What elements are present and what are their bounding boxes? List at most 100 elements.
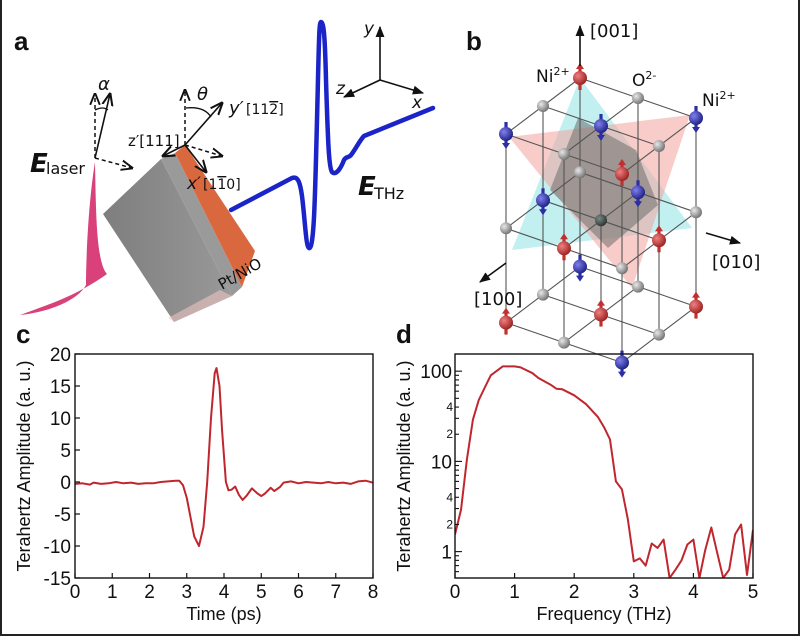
chart-d: 0 1 2 3 4 5 1 10 100 2 4 2 4 Frequency (THz) Terahertz… bbox=[394, 353, 759, 624]
y-minor-tick-label: 4 bbox=[446, 400, 453, 414]
spin-down-arrowhead bbox=[502, 143, 510, 149]
ni-atom-spin-down bbox=[499, 127, 513, 141]
dir-100-label: [100] bbox=[474, 289, 522, 310]
ni-atom-spin-up bbox=[557, 241, 571, 256]
pt-nio-layer bbox=[175, 145, 255, 287]
x-tick-label: 6 bbox=[293, 582, 304, 603]
y-tick-label: 0 bbox=[60, 473, 71, 494]
x-prime-arrow bbox=[184, 144, 206, 172]
dir-010-arrow bbox=[705, 232, 742, 245]
x-tick-label: 0 bbox=[450, 582, 461, 603]
ni-atom-spin-up bbox=[499, 315, 513, 330]
lab-y-label: y bbox=[363, 19, 375, 39]
x-tick-label: 3 bbox=[181, 582, 192, 603]
y-minor-tick-label: 2 bbox=[446, 427, 453, 441]
lattice-lines bbox=[505, 77, 697, 364]
x-prime-label: x′ bbox=[186, 174, 201, 194]
oxygen-atom bbox=[632, 92, 644, 104]
panel-d-letter: d bbox=[396, 319, 412, 349]
spin-down-arrowhead bbox=[618, 371, 626, 378]
lattice-atoms bbox=[499, 63, 703, 378]
spin-up-arrowhead bbox=[597, 299, 605, 306]
y-minor-tick-label: 4 bbox=[446, 490, 453, 504]
ni-atom-spin-down bbox=[615, 355, 629, 370]
spin-down-arrowhead bbox=[576, 275, 584, 282]
laser-polarization-arrow bbox=[94, 94, 110, 159]
y-prime-label: y′ bbox=[228, 98, 244, 119]
panel-b-letter: b bbox=[466, 26, 482, 56]
panel-b: b [001] [010] [100] Ni2+ O2- Ni2+ bbox=[466, 21, 760, 378]
spin-up-arrowhead bbox=[502, 307, 510, 314]
y-tick-label: 20 bbox=[50, 345, 71, 366]
e-thz-label: E bbox=[358, 172, 376, 202]
y-tick-label: -5 bbox=[54, 505, 71, 526]
theta-angle-arc bbox=[185, 107, 212, 118]
x-tick-label: 8 bbox=[368, 582, 379, 603]
y-tick-label: 100 bbox=[420, 362, 452, 383]
x-tick-label: 5 bbox=[748, 582, 759, 603]
y-axis-title: Terahertz Amplitude (a. u.) bbox=[14, 360, 34, 571]
ni-atom-spin-down bbox=[594, 119, 608, 133]
lab-x-label: x bbox=[411, 93, 423, 113]
oxygen-atom bbox=[537, 100, 549, 112]
x-tick-label: 0 bbox=[70, 582, 81, 603]
alpha-label: α bbox=[98, 74, 110, 95]
dir-100-arrow bbox=[479, 262, 507, 283]
oxygen-atom bbox=[653, 140, 665, 152]
ni-atom-spin-up bbox=[689, 299, 703, 314]
alpha-angle-arc bbox=[94, 107, 109, 111]
y-tick-label: 1 bbox=[441, 543, 452, 564]
series-line bbox=[455, 365, 753, 578]
spin-up-arrowhead bbox=[560, 233, 568, 240]
x-tick-label: 7 bbox=[330, 582, 341, 603]
panel-d: d 0 1 2 3 4 5 1 10 100 2 4 2 4 Frequency (THz) Teraher… bbox=[394, 319, 758, 624]
e-laser-subscript: laser bbox=[46, 159, 85, 178]
laser-pulse-shape bbox=[20, 162, 107, 315]
lab-x-axis-arrow bbox=[379, 79, 425, 95]
oxygen-atom bbox=[616, 262, 628, 275]
ni-atom-spin-down bbox=[536, 193, 550, 208]
y-prime-index-label: [112] bbox=[246, 102, 284, 118]
thz-waveform bbox=[228, 19, 436, 251]
x-tick-label: 1 bbox=[509, 582, 520, 603]
ni-atom-spin-up bbox=[594, 307, 608, 322]
z-prime-arrow bbox=[163, 144, 186, 156]
oxygen-atom bbox=[500, 222, 512, 235]
spin-up-arrowhead bbox=[655, 225, 663, 232]
ni-atom-spin-down bbox=[573, 259, 587, 274]
y-axis-title: Terahertz Amplitude (a. u.) bbox=[394, 360, 414, 571]
z-prime-label: z′[111] bbox=[128, 132, 180, 150]
x-tick-label: 4 bbox=[688, 582, 699, 603]
lab-z-label: z bbox=[335, 79, 346, 99]
oxygen-atom bbox=[537, 288, 549, 301]
panel-a: a α E laser θ y′ [112] z′[111] x′ [110] … bbox=[14, 19, 436, 322]
substrate-side-face bbox=[161, 153, 242, 296]
x-prime-bar-digit: 1 bbox=[217, 177, 226, 193]
x-tick-label: 1 bbox=[107, 582, 118, 603]
ni-atom-spin-down bbox=[631, 185, 645, 200]
x-tick-label: 5 bbox=[256, 582, 267, 603]
dir-010-label: [010] bbox=[712, 252, 760, 273]
spin-down-arrowhead bbox=[539, 209, 547, 216]
spin-down-arrowhead bbox=[634, 201, 642, 208]
oxygen-atom bbox=[558, 148, 570, 160]
spin-up-arrowhead bbox=[618, 159, 626, 165]
y-minor-tick-label: 2 bbox=[446, 517, 453, 531]
lab-z-axis-arrow bbox=[342, 79, 381, 98]
y-prime-arrow bbox=[184, 103, 222, 146]
spin-down-arrowhead bbox=[692, 127, 700, 133]
substrate-front-face bbox=[103, 159, 232, 322]
plot-frame bbox=[454, 353, 754, 579]
ni-atom-spin-up bbox=[573, 71, 587, 85]
y-tick-label: 10 bbox=[50, 409, 71, 430]
oxygen-atom bbox=[653, 328, 665, 341]
x-prime-index-label: [110] bbox=[203, 177, 241, 193]
oxygen-label: O2- bbox=[632, 69, 656, 91]
ni-right-label: Ni2+ bbox=[702, 89, 736, 111]
series-line bbox=[75, 367, 373, 547]
panel-a-letter: a bbox=[14, 26, 29, 56]
x-tick-label: 3 bbox=[629, 582, 640, 603]
ni-atom-spin-down bbox=[689, 111, 703, 125]
